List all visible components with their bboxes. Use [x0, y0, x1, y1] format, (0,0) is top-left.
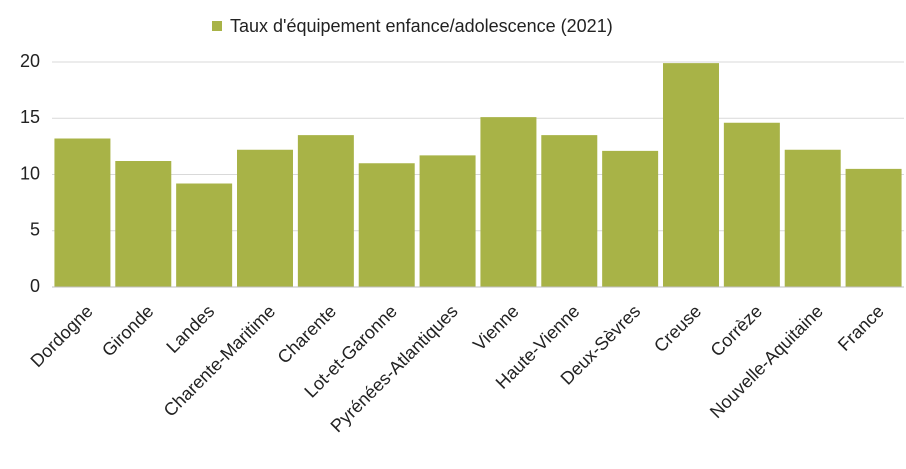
bar — [419, 155, 476, 287]
bar — [297, 135, 354, 287]
bar — [54, 138, 111, 287]
x-tick-label: Dordogne — [27, 301, 97, 371]
bar — [115, 161, 172, 287]
x-tick-label: Gironde — [98, 301, 157, 360]
y-tick-label: 0 — [30, 276, 40, 296]
y-tick-label: 10 — [20, 163, 40, 183]
bar — [602, 150, 659, 287]
x-tick-label: France — [834, 301, 888, 355]
y-tick-label: 5 — [30, 220, 40, 240]
bar — [663, 63, 719, 287]
bar — [358, 163, 415, 287]
x-tick-label: Nouvelle-Aquitaine — [706, 301, 827, 422]
bar — [784, 149, 841, 287]
legend-swatch — [212, 21, 222, 31]
y-tick-label: 20 — [20, 51, 40, 71]
x-tick-label: Vienne — [469, 301, 523, 355]
bar — [723, 122, 780, 287]
legend-label: Taux d'équipement enfance/adolescence (2… — [230, 16, 613, 36]
x-tick-label: Landes — [162, 301, 218, 357]
x-tick-label: Creuse — [650, 301, 705, 356]
x-tick-label: Charente-Maritime — [160, 301, 280, 421]
bar — [237, 149, 293, 287]
y-tick-label: 15 — [20, 107, 40, 127]
bar — [480, 117, 537, 287]
x-tick-label: Corrèze — [707, 301, 766, 360]
bar — [541, 135, 598, 287]
bar — [845, 168, 902, 287]
bar — [176, 183, 233, 287]
